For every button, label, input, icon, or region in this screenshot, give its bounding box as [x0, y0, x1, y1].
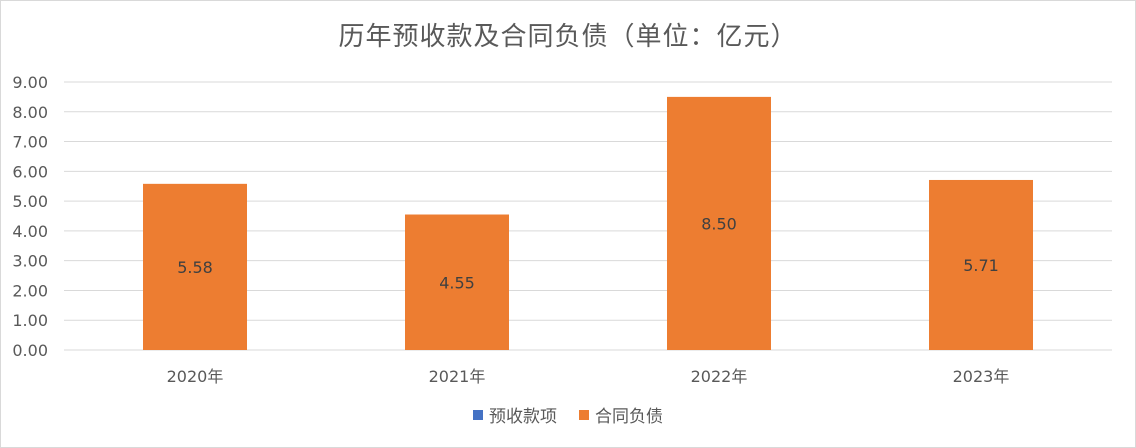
- legend-label-prepayments: 预收款项: [489, 407, 557, 427]
- y-tick-label: 0.00: [12, 341, 48, 360]
- y-tick-label: 6.00: [12, 162, 48, 181]
- y-tick-label: 2.00: [12, 281, 48, 300]
- data-label: 5.58: [177, 258, 213, 277]
- data-label: 4.55: [439, 273, 475, 292]
- y-tick-label: 5.00: [12, 192, 48, 211]
- y-tick-label: 4.00: [12, 222, 48, 241]
- chart-legend: 预收款项 合同负债: [0, 402, 1136, 427]
- y-tick-label: 3.00: [12, 252, 48, 271]
- chart-title: 历年预收款及合同负债（单位：亿元）: [338, 22, 798, 52]
- legend-item-prepayments: 预收款项: [473, 402, 557, 427]
- legend-label-contract-liabilities: 合同负债: [595, 407, 663, 427]
- x-tick-label: 2020年: [167, 367, 224, 386]
- data-label: 8.50: [701, 214, 737, 233]
- bar: [667, 96, 771, 350]
- x-tick-label: 2022年: [691, 367, 748, 386]
- bar: [405, 214, 509, 350]
- y-tick-label: 8.00: [12, 103, 48, 122]
- bar: [929, 179, 1033, 350]
- y-tick-label: 9.00: [12, 73, 48, 92]
- bar: [143, 183, 247, 350]
- y-tick-label: 7.00: [12, 133, 48, 152]
- legend-swatch-contract-liabilities: [579, 409, 589, 420]
- legend-item-contract-liabilities: 合同负债: [579, 402, 663, 427]
- x-tick-label: 2021年: [429, 367, 486, 386]
- legend-swatch-prepayments: [473, 409, 483, 420]
- data-label: 5.71: [963, 256, 999, 275]
- y-tick-label: 1.00: [12, 311, 48, 330]
- x-tick-label: 2023年: [953, 367, 1010, 386]
